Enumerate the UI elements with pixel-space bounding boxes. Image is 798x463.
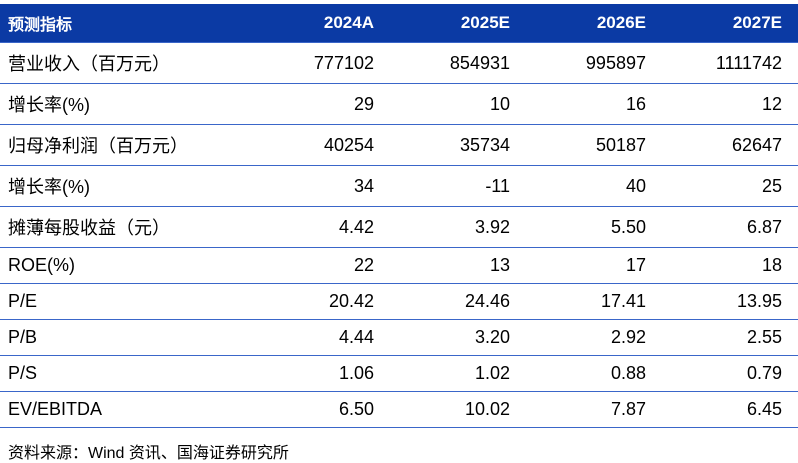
row-label-header: 预测指标 [0, 4, 254, 43]
table-cell: 4.42 [254, 206, 390, 248]
table-cell: 5.50 [526, 206, 662, 248]
table-cell: 50187 [526, 124, 662, 166]
table-cell: 854931 [390, 42, 526, 84]
table-cell: 40 [526, 165, 662, 207]
table-body: 营业收入（百万元） 777102 854931 995897 1111742 增长率(%)… [0, 42, 798, 428]
table-cell: 17.41 [526, 283, 662, 320]
table-cell: 12 [662, 83, 798, 125]
table-row: P/E 20.42 24.46 17.41 13.95 [0, 283, 798, 320]
table-cell: 2.92 [526, 319, 662, 356]
table-row: 归母净利润（百万元） 40254 35734 50187 62647 [0, 124, 798, 166]
table-cell: 4.44 [254, 319, 390, 356]
table-cell: 6.45 [662, 391, 798, 428]
table-header-row: 预测指标 2024A 2025E 2026E 2027E [0, 4, 798, 43]
row-label: 归母净利润（百万元） [0, 124, 254, 166]
table-cell: 7.87 [526, 391, 662, 428]
table-cell: 3.20 [390, 319, 526, 356]
table-cell: 1.02 [390, 355, 526, 392]
table-cell: 40254 [254, 124, 390, 166]
table-cell: 22 [254, 247, 390, 284]
table-cell: 34 [254, 165, 390, 207]
table-row: P/B 4.44 3.20 2.92 2.55 [0, 319, 798, 356]
table-cell: -11 [390, 165, 526, 207]
table-cell: 10 [390, 83, 526, 125]
row-label: 增长率(%) [0, 165, 254, 207]
table-cell: 16 [526, 83, 662, 125]
table-row: 增长率(%) 34 -11 40 25 [0, 165, 798, 207]
table-cell: 62647 [662, 124, 798, 166]
table-cell: 13 [390, 247, 526, 284]
row-label: EV/EBITDA [0, 391, 254, 428]
table-cell: 13.95 [662, 283, 798, 320]
table-cell: 17 [526, 247, 662, 284]
row-label: P/E [0, 283, 254, 320]
table-row: 增长率(%) 29 10 16 12 [0, 83, 798, 125]
table-cell: 0.88 [526, 355, 662, 392]
table-cell: 6.87 [662, 206, 798, 248]
column-header: 2024A [254, 4, 390, 43]
table-cell: 1.06 [254, 355, 390, 392]
table-cell: 0.79 [662, 355, 798, 392]
table-cell: 20.42 [254, 283, 390, 320]
table-cell: 35734 [390, 124, 526, 166]
forecast-table: 预测指标 2024A 2025E 2026E 2027E 营业收入（百万元） 777102… [0, 4, 798, 428]
source-note: 资料来源：Wind 资讯、国海证券研究所 [8, 445, 289, 462]
table-cell: 2.55 [662, 319, 798, 356]
table-row: EV/EBITDA 6.50 10.02 7.87 6.45 [0, 391, 798, 428]
table-cell: 777102 [254, 42, 390, 84]
row-label: P/S [0, 355, 254, 392]
row-label: P/B [0, 319, 254, 356]
column-header: 2026E [526, 4, 662, 43]
table-cell: 18 [662, 247, 798, 284]
table-cell: 29 [254, 83, 390, 125]
table-cell: 995897 [526, 42, 662, 84]
row-label: 增长率(%) [0, 83, 254, 125]
table-cell: 1111742 [662, 42, 798, 84]
table-cell: 25 [662, 165, 798, 207]
table-cell: 3.92 [390, 206, 526, 248]
row-label: ROE(%) [0, 247, 254, 284]
table-row: P/S 1.06 1.02 0.88 0.79 [0, 355, 798, 392]
row-label: 营业收入（百万元） [0, 42, 254, 84]
table-row: 摊薄每股收益（元） 4.42 3.92 5.50 6.87 [0, 206, 798, 248]
table-row: ROE(%) 22 13 17 18 [0, 247, 798, 284]
table-cell: 10.02 [390, 391, 526, 428]
table-cell: 24.46 [390, 283, 526, 320]
column-header: 2027E [662, 4, 798, 43]
table-cell: 6.50 [254, 391, 390, 428]
column-header: 2025E [390, 4, 526, 43]
table-row: 营业收入（百万元） 777102 854931 995897 1111742 [0, 42, 798, 84]
row-label: 摊薄每股收益（元） [0, 206, 254, 248]
